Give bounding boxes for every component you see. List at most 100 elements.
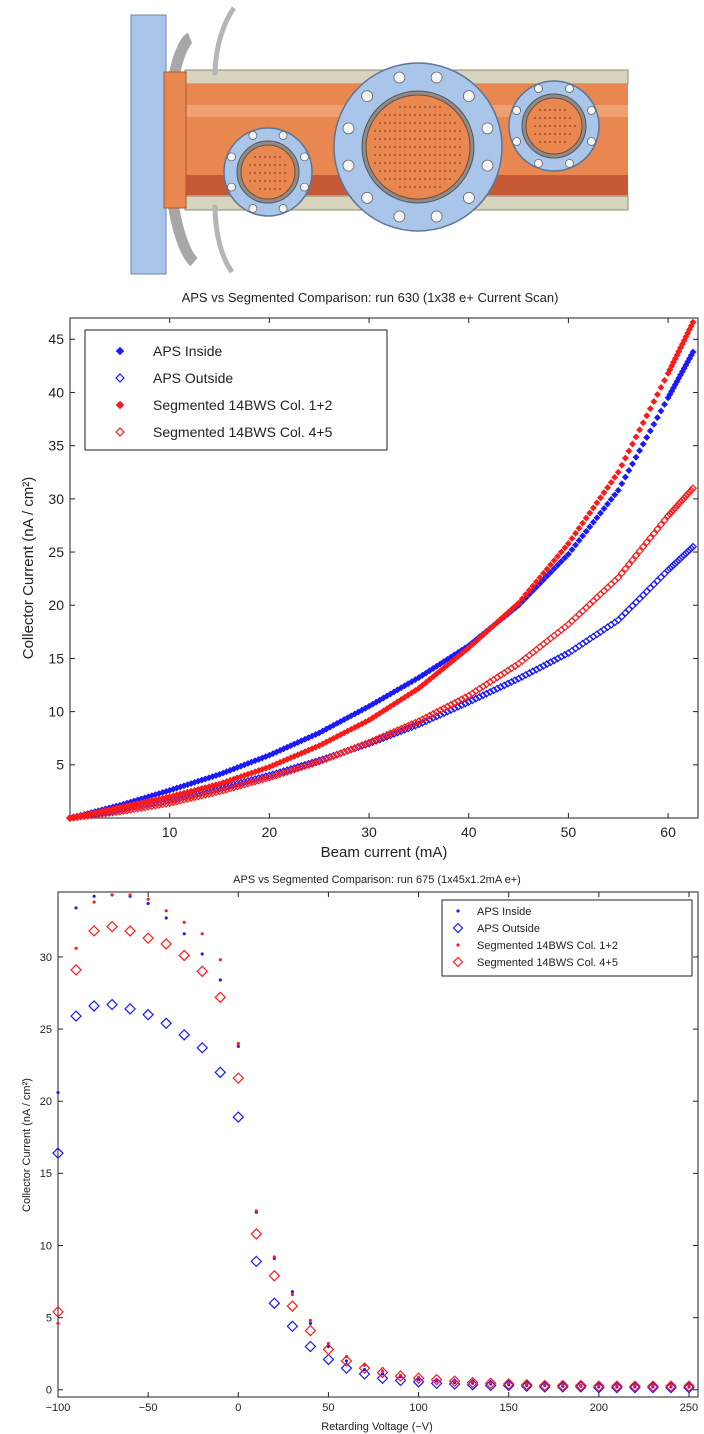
- perforation-dot: [424, 130, 426, 132]
- data-point: [592, 1381, 605, 1394]
- data-point: [643, 433, 651, 442]
- data-point: [354, 742, 363, 751]
- perforation-dot: [569, 125, 571, 127]
- data-point: [350, 743, 359, 752]
- perforation-dot: [434, 162, 436, 164]
- data-point: [687, 486, 696, 495]
- data-point: [308, 1318, 312, 1323]
- data-point: [272, 1255, 276, 1259]
- data-point: [258, 775, 267, 784]
- perforation-dot: [404, 162, 406, 164]
- perforation-dot: [429, 122, 431, 124]
- data-point: [461, 693, 470, 702]
- data-point: [611, 1381, 623, 1394]
- data-point: [358, 1362, 371, 1374]
- perforation-dot: [539, 117, 541, 119]
- perforation-dot: [374, 162, 376, 164]
- perforation-dot: [549, 133, 551, 135]
- perforation-dot: [554, 109, 556, 111]
- data-point: [322, 754, 331, 763]
- perforation-dot: [409, 122, 411, 124]
- data-point: [496, 682, 505, 692]
- data-point: [611, 491, 619, 499]
- perforation-dot: [549, 125, 551, 127]
- perforation-dot: [429, 186, 431, 188]
- data-point: [164, 916, 168, 920]
- data-point: [229, 783, 238, 792]
- data-point: [502, 1379, 515, 1392]
- flange-right-bolt: [534, 84, 543, 93]
- data-point: [522, 591, 530, 599]
- data-point: [554, 561, 562, 569]
- data-point: [315, 756, 324, 765]
- data-point: [340, 1355, 353, 1367]
- perforation-dot: [379, 122, 381, 124]
- perforation-dot: [284, 172, 286, 174]
- data-point: [579, 1383, 583, 1388]
- data-point: [414, 717, 423, 726]
- perforation-dot: [424, 114, 426, 116]
- data-point: [556, 1379, 569, 1392]
- data-point: [400, 723, 409, 732]
- data-point: [571, 529, 580, 537]
- chart2-xlabel: Retarding Voltage (−V): [321, 1421, 433, 1433]
- data-point: [518, 672, 527, 681]
- perforation-dot: [454, 170, 456, 172]
- data-point: [502, 1378, 515, 1390]
- data-point: [130, 805, 139, 814]
- flange-left: [223, 127, 313, 217]
- x-tick-label: 50: [561, 824, 577, 840]
- perforation-dot: [439, 106, 441, 108]
- data-point: [394, 1374, 407, 1387]
- data-point: [158, 800, 167, 809]
- data-point: [639, 419, 647, 427]
- perforation-dot: [449, 122, 451, 124]
- perforation-dot: [424, 106, 426, 108]
- flange-left-bolt: [300, 152, 309, 162]
- y-tick-label: 0: [46, 1385, 52, 1397]
- perforation-dot: [429, 106, 431, 108]
- perforation-dot: [259, 172, 261, 174]
- perforation-dot: [554, 133, 556, 135]
- data-point: [615, 1383, 619, 1388]
- perforation-dot: [419, 138, 421, 140]
- data-point: [300, 762, 310, 771]
- data-point: [208, 789, 217, 798]
- data-point: [628, 460, 637, 468]
- flange-center-bolt: [430, 71, 443, 84]
- data-point: [105, 808, 114, 818]
- perforation-dot: [274, 156, 276, 158]
- data-point: [254, 1209, 258, 1213]
- perforation-dot: [414, 186, 416, 188]
- perforation-dot: [374, 154, 376, 156]
- data-point: [639, 440, 647, 448]
- data-point: [624, 560, 633, 569]
- data-point: [286, 1320, 299, 1333]
- data-point: [73, 813, 82, 822]
- data-point: [593, 499, 601, 507]
- perforation-dot: [414, 138, 416, 140]
- legend-marker: [115, 400, 125, 410]
- data-point: [142, 932, 154, 945]
- flange-center-bolt: [462, 191, 475, 204]
- data-point: [76, 812, 85, 821]
- perforation-dot: [419, 170, 421, 172]
- chart1-ylabel: Collector Current (nA / cm²): [20, 477, 37, 660]
- data-point: [115, 807, 124, 816]
- data-point: [74, 946, 78, 950]
- flange-center-bolt: [361, 191, 374, 204]
- data-point: [621, 473, 629, 481]
- perforation-dot: [434, 106, 436, 108]
- data-point: [683, 490, 692, 499]
- perforation-dot: [399, 130, 401, 132]
- data-point: [561, 1383, 565, 1387]
- data-point: [550, 656, 559, 665]
- perforation-dot: [404, 186, 406, 188]
- perforation-dot: [564, 141, 566, 143]
- perforation-dot: [404, 130, 406, 132]
- data-point: [546, 658, 555, 667]
- data-point: [554, 552, 562, 560]
- legend-marker: [456, 909, 460, 913]
- perforation-dot: [429, 146, 431, 148]
- perforation-dot: [374, 138, 376, 140]
